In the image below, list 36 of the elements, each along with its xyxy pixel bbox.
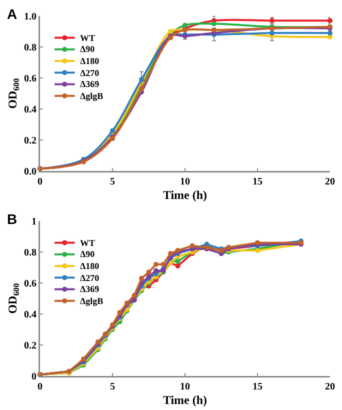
- legend-label: Δ270: [80, 68, 100, 78]
- legend-label: Δ369: [80, 284, 100, 294]
- chart-title: A: [7, 6, 18, 22]
- legend-label: Δ180: [80, 56, 100, 66]
- legend-label: Δ369: [80, 79, 100, 89]
- x-tick-label: 15: [252, 176, 262, 188]
- x-tick-label: 20: [325, 176, 335, 188]
- x-axis-title: Time (h): [162, 188, 208, 202]
- y-tick-label: 1: [32, 216, 36, 228]
- legend-label: ΔglgB: [80, 91, 104, 101]
- y-tick-label: 0.4: [24, 104, 36, 116]
- y-tick-label: 0.6: [24, 74, 36, 84]
- legend-label: ΔglgB: [80, 296, 104, 306]
- legend-label: Δ180: [80, 261, 100, 271]
- x-tick-label: 10: [180, 176, 190, 188]
- chart-title: B: [7, 211, 18, 227]
- y-tick-label: 0.6: [24, 278, 36, 290]
- legend-label: WT: [80, 33, 96, 43]
- y-tick-label: 0.2: [24, 340, 36, 352]
- y-tick-label: 1.0: [24, 12, 36, 22]
- x-tick-label: 15: [252, 382, 262, 392]
- legend-label: Δ90: [80, 249, 96, 259]
- x-tick-label: 10: [180, 382, 190, 392]
- y-tick-label: 0.8: [24, 248, 36, 258]
- legend-label: WT: [80, 238, 96, 248]
- legend-label: Δ270: [80, 273, 100, 283]
- y-tick-label: 0.4: [24, 310, 36, 320]
- y-tick-label: 0.0: [24, 166, 36, 178]
- x-tick-label: 5: [110, 382, 115, 392]
- x-tick-label: 5: [110, 176, 115, 188]
- x-axis-title: Time (h): [162, 393, 208, 408]
- y-tick-label: 0.8: [24, 42, 36, 54]
- y-tick-label: 0: [32, 372, 36, 382]
- legend-label: Δ90: [80, 44, 96, 54]
- y-tick-label: 0.2: [24, 136, 36, 146]
- x-tick-label: 20: [325, 382, 335, 392]
